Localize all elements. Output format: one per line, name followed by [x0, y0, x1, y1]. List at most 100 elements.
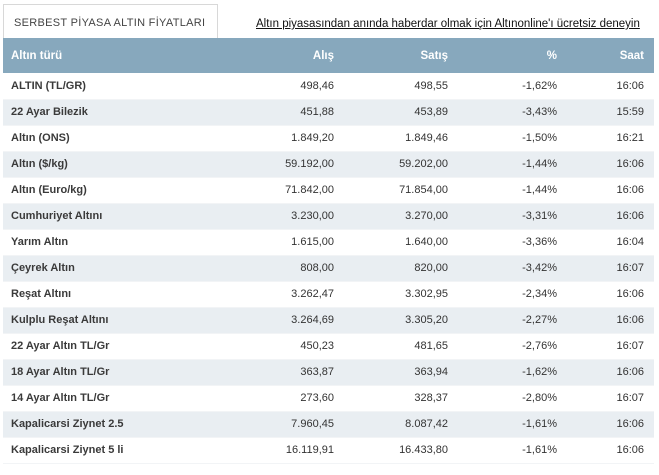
- cell-alis: 1.849,20: [223, 125, 344, 152]
- cell-percent: -2,27%: [458, 307, 567, 334]
- table-header-row: Altın türü Alış Satış % Saat: [3, 38, 654, 73]
- cell-satis: 16.433,80: [344, 437, 458, 464]
- cell-satis: 498,55: [344, 73, 458, 100]
- cell-satis: 1.640,00: [344, 229, 458, 256]
- cell-time: 16:07: [567, 333, 654, 360]
- table-row[interactable]: 22 Ayar Bilezik 451,88 453,89 -3,43% 15:59: [3, 99, 654, 126]
- cell-name[interactable]: 22 Ayar Altın TL/Gr: [3, 333, 223, 360]
- cell-satis: 71.854,00: [344, 177, 458, 204]
- cell-name[interactable]: Altın (Euro/kg): [3, 177, 223, 204]
- table-row[interactable]: Altın (ONS) 1.849,20 1.849,46 -1,50% 16:21: [3, 125, 654, 152]
- cell-alis: 3.262,47: [223, 281, 344, 308]
- cell-name[interactable]: Kulplu Reşat Altını: [3, 307, 223, 334]
- table-row[interactable]: Kapalicarsi Ziynet 2.5 7.960,45 8.087,42 -1…: [3, 411, 654, 438]
- cell-percent: -1,62%: [458, 359, 567, 386]
- cell-alis: 7.960,45: [223, 411, 344, 438]
- cell-name[interactable]: Çeyrek Altın: [3, 255, 223, 282]
- column-header-altin-turu[interactable]: Altın türü: [11, 49, 63, 62]
- cell-name[interactable]: Kapalicarsi Ziynet 5 li: [3, 437, 223, 464]
- cell-name[interactable]: Reşat Altını: [3, 281, 223, 308]
- tab-serbest-piyasa[interactable]: SERBEST PİYASA ALTIN FİYATLARI: [3, 4, 218, 38]
- cell-name[interactable]: 18 Ayar Altın TL/Gr: [3, 359, 223, 386]
- column-header-saat[interactable]: Saat: [619, 49, 644, 62]
- table-row[interactable]: Altın (Euro/kg) 71.842,00 71.854,00 -1,44% 1…: [3, 177, 654, 204]
- table-row[interactable]: Kapalicarsi Ziynet 5 li 16.119,91 16.433,8…: [3, 437, 654, 464]
- cell-time: 16:06: [567, 437, 654, 464]
- cell-alis: 71.842,00: [223, 177, 344, 204]
- cell-name[interactable]: 22 Ayar Bilezik: [3, 99, 223, 126]
- cell-alis: 3.230,00: [223, 203, 344, 230]
- cell-satis: 453,89: [344, 99, 458, 126]
- cell-satis: 1.849,46: [344, 125, 458, 152]
- cell-alis: 451,88: [223, 99, 344, 126]
- cell-satis: 3.302,95: [344, 281, 458, 308]
- table-row[interactable]: 22 Ayar Altın TL/Gr 450,23 481,65 -2,76% 16:…: [3, 333, 654, 360]
- column-header-alis[interactable]: Alış: [312, 49, 334, 62]
- table-row[interactable]: 18 Ayar Altın TL/Gr 363,87 363,94 -1,62% 16:…: [3, 359, 654, 386]
- cell-time: 16:06: [567, 411, 654, 438]
- gold-prices-table-container: Altın türü Alış Satış % Saat ALTIN (TL/G…: [3, 38, 654, 464]
- gold-prices-table: Altın türü Alış Satış % Saat ALTIN (TL/G…: [3, 38, 654, 464]
- cell-time: 15:59: [567, 99, 654, 126]
- table-row[interactable]: 14 Ayar Altın TL/Gr 273,60 328,37 -2,80% 16:…: [3, 385, 654, 412]
- cell-satis: 481,65: [344, 333, 458, 360]
- cell-time: 16:06: [567, 203, 654, 230]
- cell-satis: 8.087,42: [344, 411, 458, 438]
- cell-name[interactable]: Yarım Altın: [3, 229, 223, 256]
- cell-percent: -3,43%: [458, 99, 567, 126]
- cell-percent: -3,36%: [458, 229, 567, 256]
- cell-name[interactable]: Altın ($/kg): [3, 151, 223, 178]
- table-row[interactable]: Yarım Altın 1.615,00 1.640,00 -3,36% 16:04: [3, 229, 654, 256]
- table-row[interactable]: Altın ($/kg) 59.192,00 59.202,00 -1,44% 16:0…: [3, 151, 654, 178]
- cell-alis: 16.119,91: [223, 437, 344, 464]
- cell-alis: 498,46: [223, 73, 344, 100]
- cell-percent: -1,62%: [458, 73, 567, 100]
- cell-alis: 59.192,00: [223, 151, 344, 178]
- tab-title: SERBEST PİYASA ALTIN FİYATLARI: [14, 17, 206, 29]
- cell-time: 16:06: [567, 359, 654, 386]
- cell-percent: -2,80%: [458, 385, 567, 412]
- cell-name[interactable]: 14 Ayar Altın TL/Gr: [3, 385, 223, 412]
- cell-alis: 363,87: [223, 359, 344, 386]
- promo-link[interactable]: Altın piyasasından anında haberdar olmak…: [256, 18, 640, 30]
- cell-alis: 808,00: [223, 255, 344, 282]
- table-row[interactable]: Cumhuriyet Altını 3.230,00 3.270,00 -3,31% 1…: [3, 203, 654, 230]
- cell-satis: 363,94: [344, 359, 458, 386]
- cell-percent: -1,44%: [458, 177, 567, 204]
- cell-time: 16:07: [567, 255, 654, 282]
- cell-satis: 59.202,00: [344, 151, 458, 178]
- table-row[interactable]: Reşat Altını 3.262,47 3.302,95 -2,34% 16:06: [3, 281, 654, 308]
- column-header-satis[interactable]: Satış: [420, 49, 449, 62]
- cell-alis: 3.264,69: [223, 307, 344, 334]
- table-row[interactable]: Çeyrek Altın 808,00 820,00 -3,42% 16:07: [3, 255, 654, 282]
- cell-time: 16:21: [567, 125, 654, 152]
- table-row[interactable]: ALTIN (TL/GR) 498,46 498,55 -1,62% 16:06: [3, 73, 654, 100]
- cell-time: 16:06: [567, 151, 654, 178]
- table-body: ALTIN (TL/GR) 498,46 498,55 -1,62% 16:06 22 A…: [3, 73, 654, 464]
- table-header: Altın türü Alış Satış % Saat: [3, 38, 654, 73]
- cell-percent: -1,61%: [458, 437, 567, 464]
- table-row[interactable]: Kulplu Reşat Altını 3.264,69 3.305,20 -2,27…: [3, 307, 654, 334]
- cell-satis: 3.270,00: [344, 203, 458, 230]
- cell-alis: 273,60: [223, 385, 344, 412]
- cell-alis: 1.615,00: [223, 229, 344, 256]
- cell-satis: 820,00: [344, 255, 458, 282]
- column-header-yuzde[interactable]: %: [546, 49, 557, 62]
- cell-time: 16:07: [567, 385, 654, 412]
- cell-time: 16:06: [567, 73, 654, 100]
- cell-name[interactable]: Altın (ONS): [3, 125, 223, 152]
- cell-name[interactable]: Kapalicarsi Ziynet 2.5: [3, 411, 223, 438]
- cell-name[interactable]: Cumhuriyet Altını: [3, 203, 223, 230]
- cell-percent: -2,34%: [458, 281, 567, 308]
- cell-time: 16:06: [567, 307, 654, 334]
- cell-percent: -1,61%: [458, 411, 567, 438]
- cell-percent: -2,76%: [458, 333, 567, 360]
- cell-time: 16:06: [567, 177, 654, 204]
- cell-time: 16:04: [567, 229, 654, 256]
- cell-name[interactable]: ALTIN (TL/GR): [3, 73, 223, 100]
- cell-satis: 328,37: [344, 385, 458, 412]
- cell-percent: -3,42%: [458, 255, 567, 282]
- cell-satis: 3.305,20: [344, 307, 458, 334]
- cell-time: 16:06: [567, 281, 654, 308]
- cell-percent: -1,44%: [458, 151, 567, 178]
